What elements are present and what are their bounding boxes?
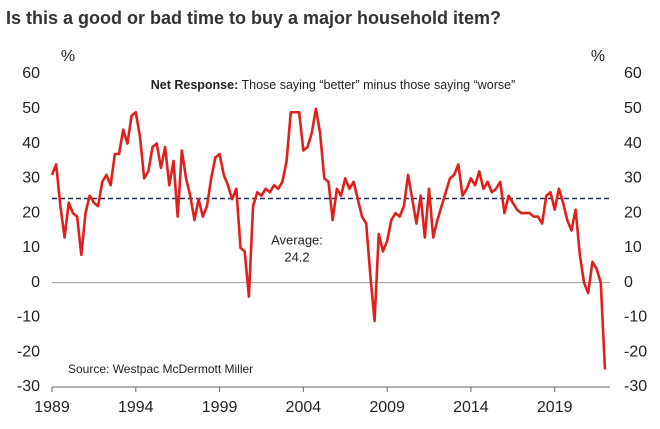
y2-tick-label: 40 (624, 135, 642, 152)
x-tick-label: 1994 (118, 399, 154, 416)
y2-tick-label: -10 (624, 309, 647, 326)
y2-tick-label: 10 (624, 239, 642, 256)
x-tick-label: 2019 (537, 399, 573, 416)
y-tick-label: -20 (17, 343, 40, 360)
y2-tick-label: -20 (624, 343, 647, 360)
y2-unit: % (591, 48, 605, 65)
subtitle-text: Those saying “better” minus those saying… (242, 78, 516, 92)
y2-tick-label: 0 (624, 274, 633, 291)
y-tick-label: 30 (22, 170, 40, 187)
y-tick-label: 50 (22, 100, 40, 117)
y-tick-label: 20 (22, 204, 40, 221)
chart-title: Is this a good or bad time to buy a majo… (6, 8, 501, 28)
x-tick-label: 2004 (286, 399, 322, 416)
y-tick-label: 10 (22, 239, 40, 256)
y2-tick-label: -30 (624, 378, 647, 395)
y-tick-label: 40 (22, 135, 40, 152)
x-tick-label: 1999 (202, 399, 238, 416)
y2-tick-label: 30 (624, 170, 642, 187)
x-tick-label: 2009 (369, 399, 405, 416)
y-tick-label: -10 (17, 309, 40, 326)
y2-tick-label: 20 (624, 204, 642, 221)
source: Source: Westpac McDermott Miller (68, 362, 253, 376)
average-value: 24.2 (284, 249, 309, 264)
x-tick-label: 2014 (453, 399, 489, 416)
y-unit: % (61, 48, 75, 65)
y2-tick-label: 60 (624, 65, 642, 82)
data-line (50, 107, 607, 370)
y2-tick-label: 50 (624, 100, 642, 117)
average-label: Average: (271, 232, 323, 247)
subtitle-bold: Net Response: (151, 78, 239, 92)
chart-subtitle: Net Response: Those saying “better” minu… (151, 78, 516, 92)
y-tick-label: -30 (17, 378, 40, 395)
y-tick-label: 60 (22, 65, 40, 82)
y-tick-label: 0 (31, 274, 40, 291)
x-tick-label: 1989 (34, 399, 70, 416)
